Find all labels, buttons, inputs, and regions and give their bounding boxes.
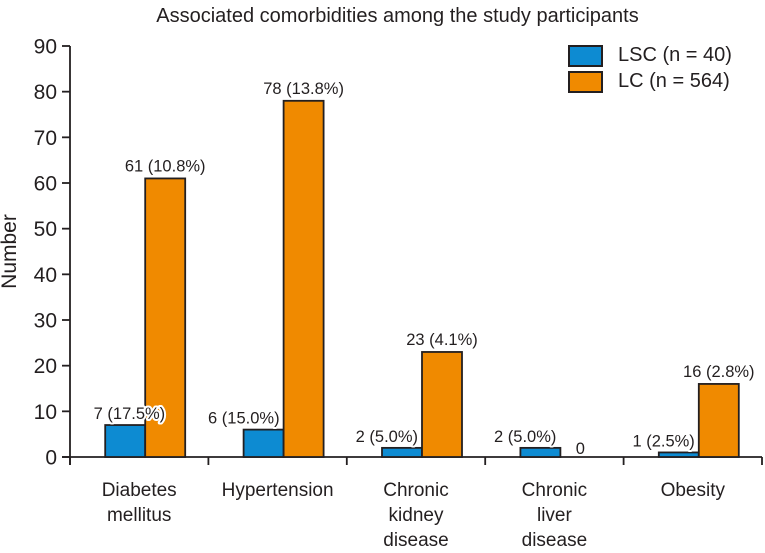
bar-lsc-category-4 xyxy=(657,451,700,458)
data-label-lsc-category-4: 1 (2.5%) xyxy=(632,432,694,450)
data-label-lc-category-3: 0 xyxy=(576,440,585,458)
y-axis-tick-label: 80 xyxy=(34,81,57,104)
y-axis-tick-label: 10 xyxy=(34,401,57,424)
bar-lc-category-0 xyxy=(144,177,187,458)
y-axis-tick-label: 30 xyxy=(34,310,57,333)
legend: LSC (n = 40) LC (n = 564) xyxy=(568,44,732,96)
data-label-lc-category-0: 61 (10.8%) xyxy=(125,157,206,175)
y-axis-tick-label: 60 xyxy=(34,173,57,196)
data-label-lc-category-4: 16 (2.8%) xyxy=(683,363,755,381)
x-axis-category-label-3: Chronic liver disease xyxy=(522,480,588,551)
y-axis-tick-label: 0 xyxy=(45,447,57,470)
data-label-lsc-category-2: 2 (5.0%) xyxy=(356,428,418,446)
y-axis-tick-label: 40 xyxy=(34,264,57,287)
data-label-lsc-category-1: 6 (15.0%) xyxy=(208,410,280,428)
y-axis-tick-label: 20 xyxy=(34,355,57,378)
x-axis-category-label-0: Diabetes mellitus xyxy=(102,480,177,526)
x-axis-category-label-1: Hypertension xyxy=(222,480,334,501)
y-axis-tick-label: 90 xyxy=(34,36,57,59)
bar-lsc-category-3 xyxy=(519,446,562,458)
legend-item-lsc: LSC (n = 40) xyxy=(568,44,732,67)
bar-lsc-category-0 xyxy=(104,424,147,458)
y-axis-label: Number xyxy=(0,214,21,289)
bar-lsc-category-2 xyxy=(381,446,423,458)
bar-lsc-category-1 xyxy=(242,428,285,458)
bar-lc-category-4 xyxy=(697,383,740,458)
data-label-lsc-category-3: 2 (5.0%) xyxy=(494,428,556,446)
bar-lc-category-2 xyxy=(421,351,463,458)
legend-swatch-lsc xyxy=(568,44,603,67)
data-label-lc-category-1: 78 (13.8%) xyxy=(263,80,344,98)
legend-swatch-lc xyxy=(568,70,603,93)
chart-title: Associated comorbidities among the study… xyxy=(156,5,639,27)
data-label-lc-category-2: 23 (4.1%) xyxy=(406,331,478,349)
bar-lc-category-1 xyxy=(282,99,325,458)
y-axis-tick-label: 70 xyxy=(34,127,57,150)
y-axis-tick-label: 50 xyxy=(34,218,57,241)
x-axis-category-label-4: Obesity xyxy=(661,480,726,501)
data-label-lsc-category-0: 7 (17.5%) xyxy=(94,405,166,423)
x-axis-category-label-2: Chronic kidney disease xyxy=(383,480,449,551)
legend-item-lc: LC (n = 564) xyxy=(568,70,732,93)
legend-label-lc: LC (n = 564) xyxy=(618,70,730,92)
legend-label-lsc: LSC (n = 40) xyxy=(618,44,732,66)
